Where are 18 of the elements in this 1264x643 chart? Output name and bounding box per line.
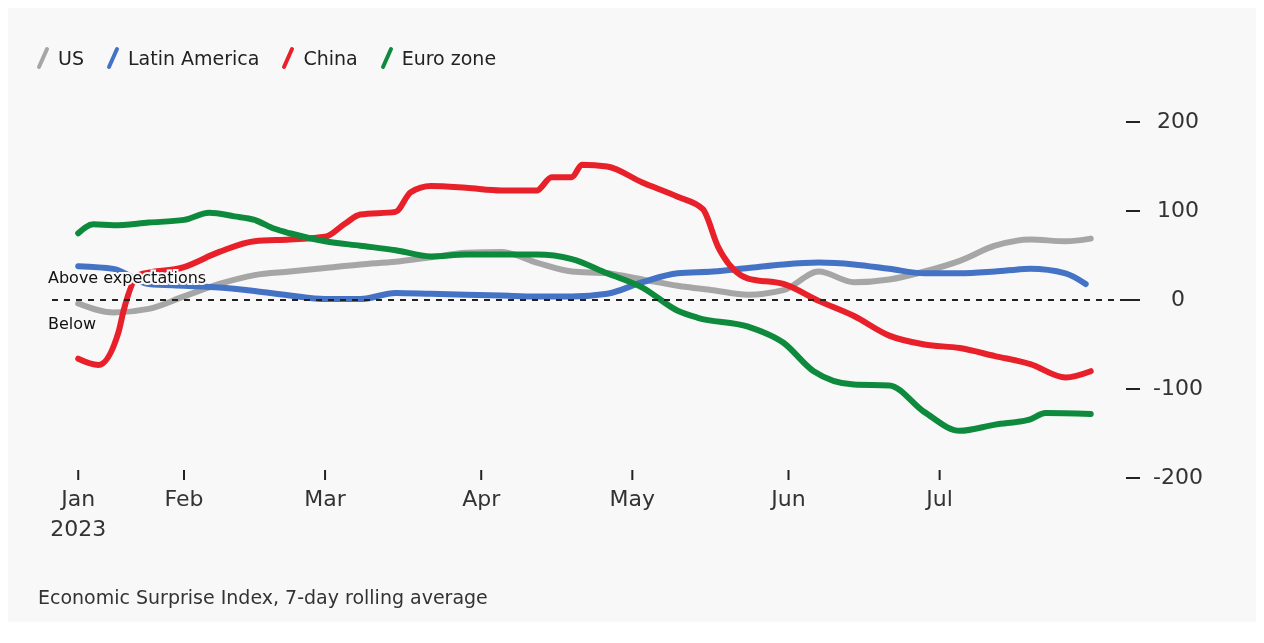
x-tick-label: Apr xyxy=(462,486,502,511)
y-tick-label: 200 xyxy=(1157,108,1199,133)
legend-label: Latin America xyxy=(127,47,260,69)
x-tick-label: Jul xyxy=(924,486,953,511)
y-tick-label: 100 xyxy=(1157,197,1199,222)
x-tick-label: Feb xyxy=(164,486,204,511)
x-tick-label: Mar xyxy=(304,486,347,511)
text: Economic Surprise Index, 7-day rolling average xyxy=(37,586,489,608)
x-tick-label: May xyxy=(609,486,656,511)
y-tick-label: -100 xyxy=(1153,375,1203,400)
y-tick-label: 0 xyxy=(1171,286,1185,311)
legend-label: Euro zone xyxy=(401,47,497,69)
legend-label: US xyxy=(58,47,84,69)
annotation: Below xyxy=(48,313,97,333)
x-tick-label: Jan 2023 xyxy=(50,486,107,541)
x-tick-label: Jun xyxy=(769,486,806,511)
legend-label: China xyxy=(303,47,358,69)
y-tick-label: -200 xyxy=(1153,464,1203,489)
